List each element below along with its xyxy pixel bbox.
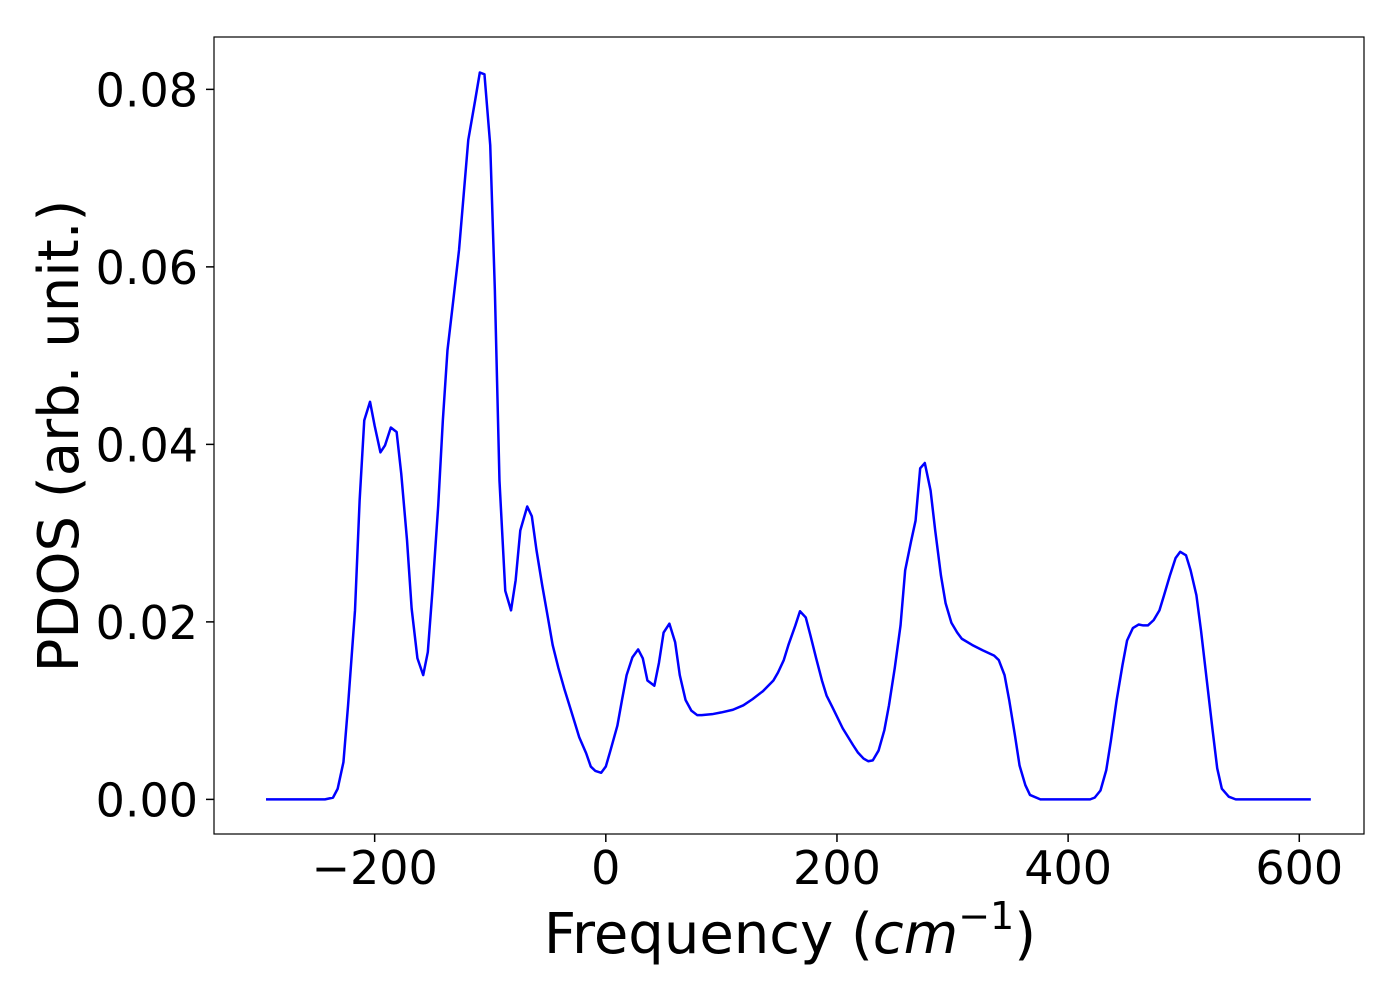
x-axis-label: Frequency (cm−1) bbox=[544, 894, 1036, 967]
y-tick-label: 0.04 bbox=[96, 418, 198, 472]
x-tick-label: 600 bbox=[1255, 841, 1343, 895]
data-line bbox=[266, 71, 1311, 801]
x-tick-label: −200 bbox=[311, 841, 437, 895]
y-axis-label: PDOS (arb. unit.) bbox=[27, 200, 92, 673]
plot-frame bbox=[213, 36, 1365, 835]
y-tick-label: 0.02 bbox=[96, 596, 198, 650]
y-tick-label: 0.00 bbox=[96, 773, 198, 827]
y-tick-label: 0.06 bbox=[96, 241, 198, 295]
x-tick-label: 0 bbox=[591, 841, 620, 895]
y-tick-label: 0.08 bbox=[96, 63, 198, 117]
x-tick-label: 400 bbox=[1024, 841, 1112, 895]
x-tick-label: 200 bbox=[793, 841, 881, 895]
